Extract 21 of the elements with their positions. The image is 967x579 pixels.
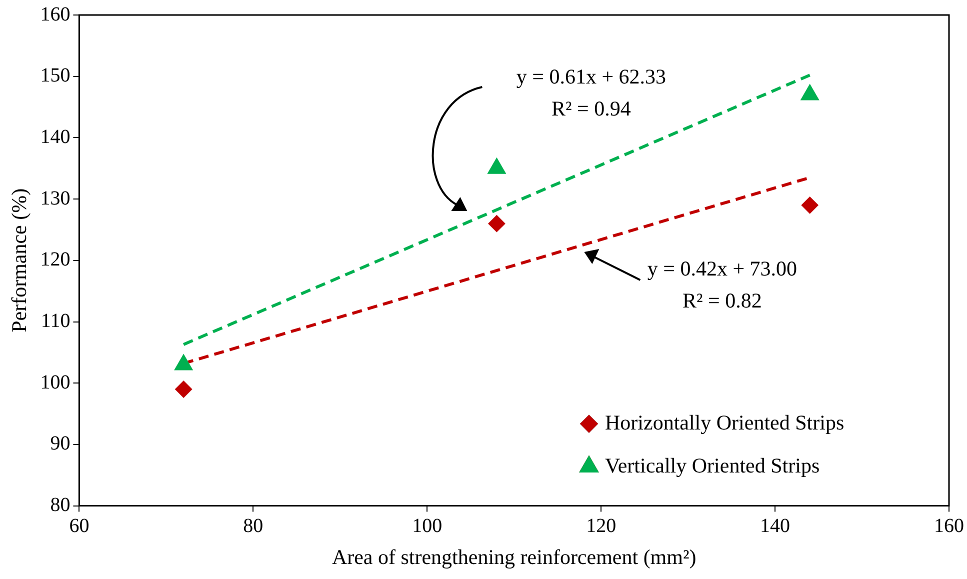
- legend-label: Vertically Oriented Strips: [605, 453, 820, 478]
- legend-label: Horizontally Oriented Strips: [605, 410, 844, 434]
- x-tick-label: 120: [586, 515, 616, 538]
- y-tick-label: 140: [40, 126, 70, 148]
- x-tick-label: 160: [934, 515, 964, 538]
- x-axis-title: Area of strengthening reinforcement (mm²): [332, 544, 696, 569]
- annotation: y = 0.42x + 73.00 R² = 0.82: [647, 256, 798, 313]
- x-tick-label: 140: [760, 515, 790, 538]
- y-tick-label: 130: [40, 187, 70, 210]
- y-tick-label: 110: [40, 310, 70, 332]
- x-tick-label: 80: [243, 515, 264, 538]
- y-axis-title: Performance (%): [7, 188, 32, 332]
- y-tick-label: 80: [50, 494, 70, 516]
- annotation: y = 0.61x + 62.33 R² = 0.94: [516, 64, 666, 121]
- y-tick-label: 120: [40, 248, 70, 271]
- y-tick-label: 160: [40, 3, 70, 26]
- y-tick-label: 150: [40, 64, 70, 87]
- y-tick-label: 90: [50, 432, 70, 455]
- x-tick-label: 100: [412, 515, 442, 538]
- y-tick-label: 100: [40, 371, 70, 394]
- x-tick-label: 60: [69, 515, 90, 538]
